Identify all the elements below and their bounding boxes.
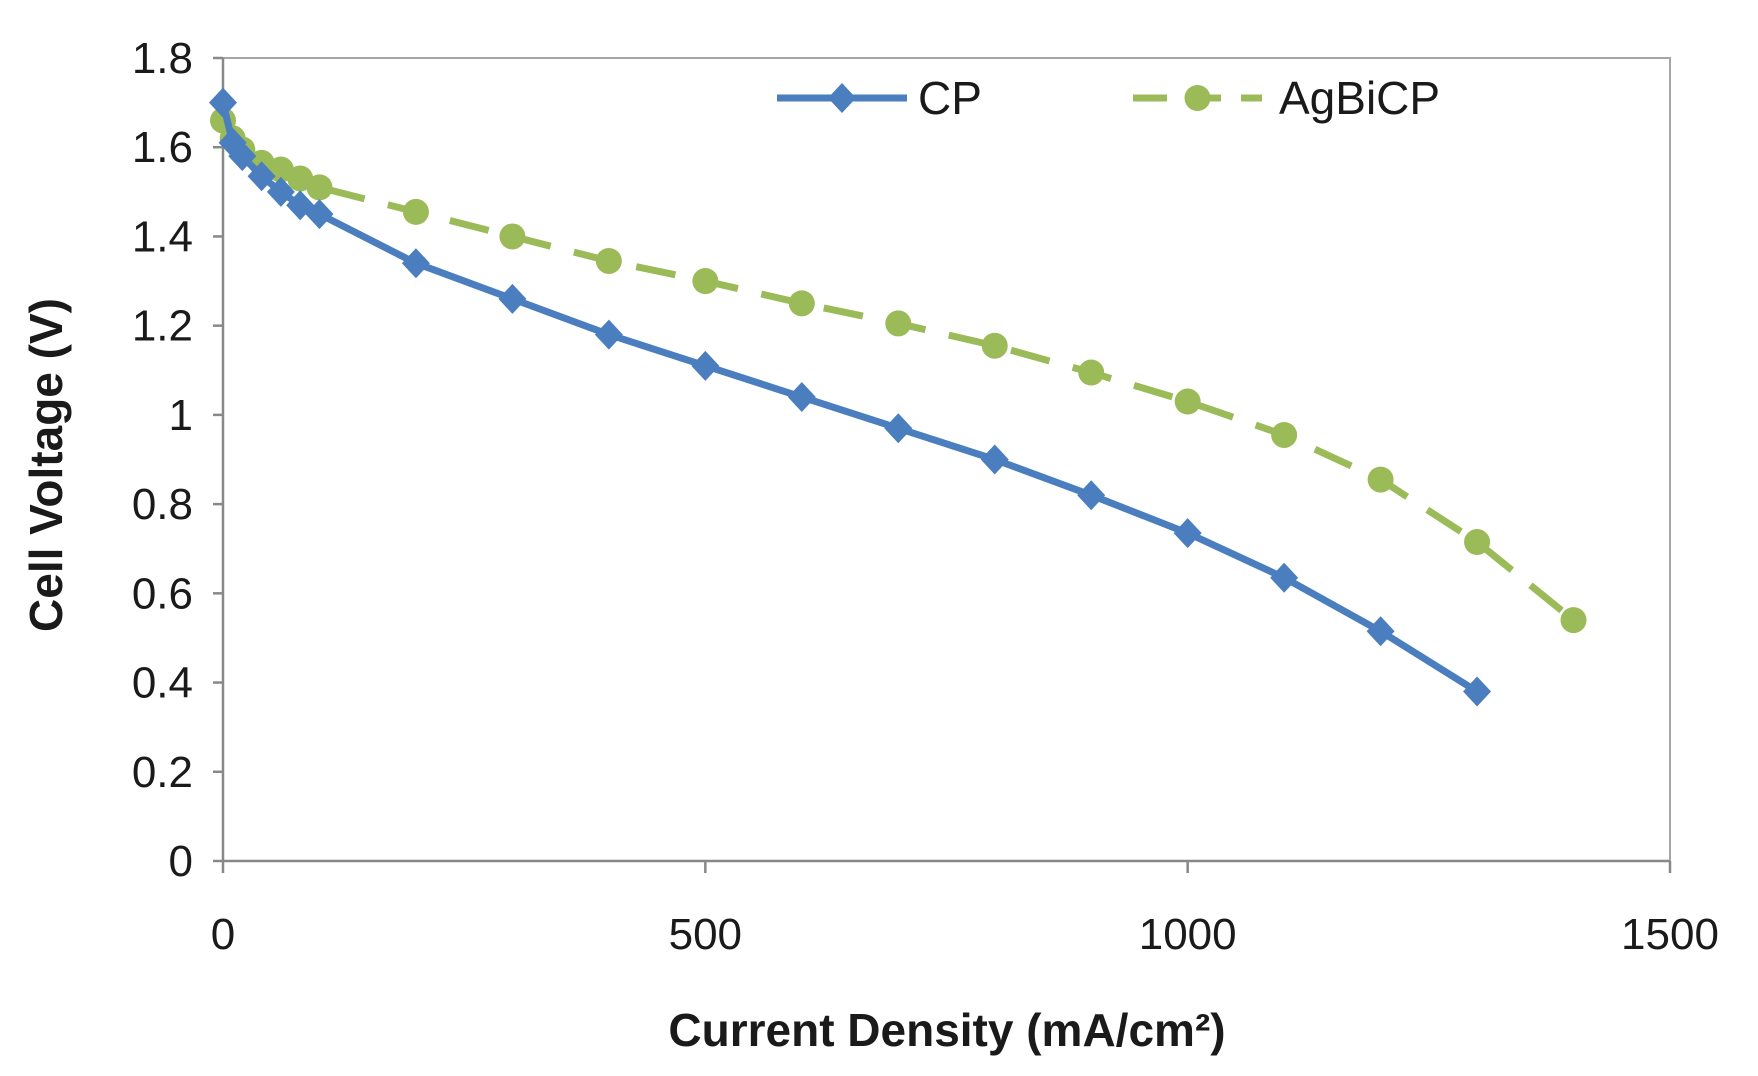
data-point-cp: [266, 176, 295, 207]
legend-marker-cp: [828, 83, 856, 113]
series-layer: [209, 87, 1587, 707]
legend-label-agbicp: AgBiCP: [1279, 72, 1440, 124]
data-point-agbicp: [981, 332, 1008, 359]
y-tick-label: 1.2: [132, 302, 193, 351]
data-point-agbicp: [306, 174, 333, 201]
axes: 0 0.2 0.4 0.6 0.8 1 1.2 1.4 1.6 1.8 0 500 1000 1500: [132, 34, 1719, 959]
x-tick-label: 500: [669, 910, 742, 959]
data-point-agbicp: [1464, 529, 1491, 556]
y-tick-label: 0: [169, 837, 193, 886]
series-cp: [209, 87, 1492, 707]
data-point-agbicp: [885, 310, 912, 337]
data-point-agbicp: [692, 268, 719, 295]
data-point-agbicp: [1367, 466, 1394, 493]
data-point-agbicp: [595, 247, 622, 274]
series-line-agbicp: [219, 118, 1576, 623]
data-point-agbicp: [1560, 607, 1587, 634]
legend-marker-agbicp: [1184, 85, 1211, 111]
data-point-cp: [884, 413, 913, 444]
series-agbicp: [210, 107, 1587, 634]
data-point-agbicp: [1078, 359, 1105, 386]
y-axis-title: Cell Voltage (V): [20, 298, 72, 632]
x-tick-label: 1500: [1621, 910, 1719, 959]
data-point-agbicp: [499, 223, 526, 250]
plot-area-border: [222, 57, 1671, 862]
data-point-cp: [1270, 562, 1299, 593]
y-tick-label: 1.8: [132, 34, 193, 83]
y-tick-label: 0.4: [132, 659, 193, 708]
data-point-cp: [594, 319, 623, 350]
data-point-cp: [228, 141, 257, 172]
data-point-cp: [1173, 518, 1202, 549]
series-line-cp: [219, 101, 1479, 695]
y-tick-label: 0.6: [132, 569, 193, 618]
x-tick-label: 0: [211, 910, 235, 959]
data-point-agbicp: [1271, 421, 1298, 448]
data-point-cp: [401, 248, 430, 279]
data-point-cp: [691, 350, 720, 381]
y-tick-label: 1.6: [132, 123, 193, 172]
data-point-cp: [787, 382, 816, 413]
data-point-cp: [209, 87, 237, 118]
data-point-cp: [305, 199, 334, 230]
x-axis-title: Current Density (mA/cm²): [668, 1004, 1225, 1056]
x-tick-label: 1000: [1139, 910, 1237, 959]
data-point-agbicp: [402, 198, 429, 225]
legend: CP AgBiCP: [777, 72, 1440, 124]
data-point-cp: [1366, 616, 1395, 647]
y-tick-label: 0.2: [132, 748, 193, 797]
y-tick-label: 0.8: [132, 480, 193, 529]
data-point-cp: [1077, 480, 1106, 511]
data-point-agbicp: [1174, 388, 1201, 415]
data-point-agbicp: [287, 165, 314, 192]
y-tick-label: 1.4: [132, 212, 193, 261]
data-point-cp: [247, 161, 276, 192]
data-point-cp: [498, 283, 527, 314]
data-point-cp: [1463, 676, 1492, 707]
legend-label-cp: CP: [918, 72, 982, 124]
data-point-agbicp: [788, 290, 815, 317]
data-point-cp: [980, 444, 1009, 475]
y-tick-label: 1: [169, 391, 193, 440]
